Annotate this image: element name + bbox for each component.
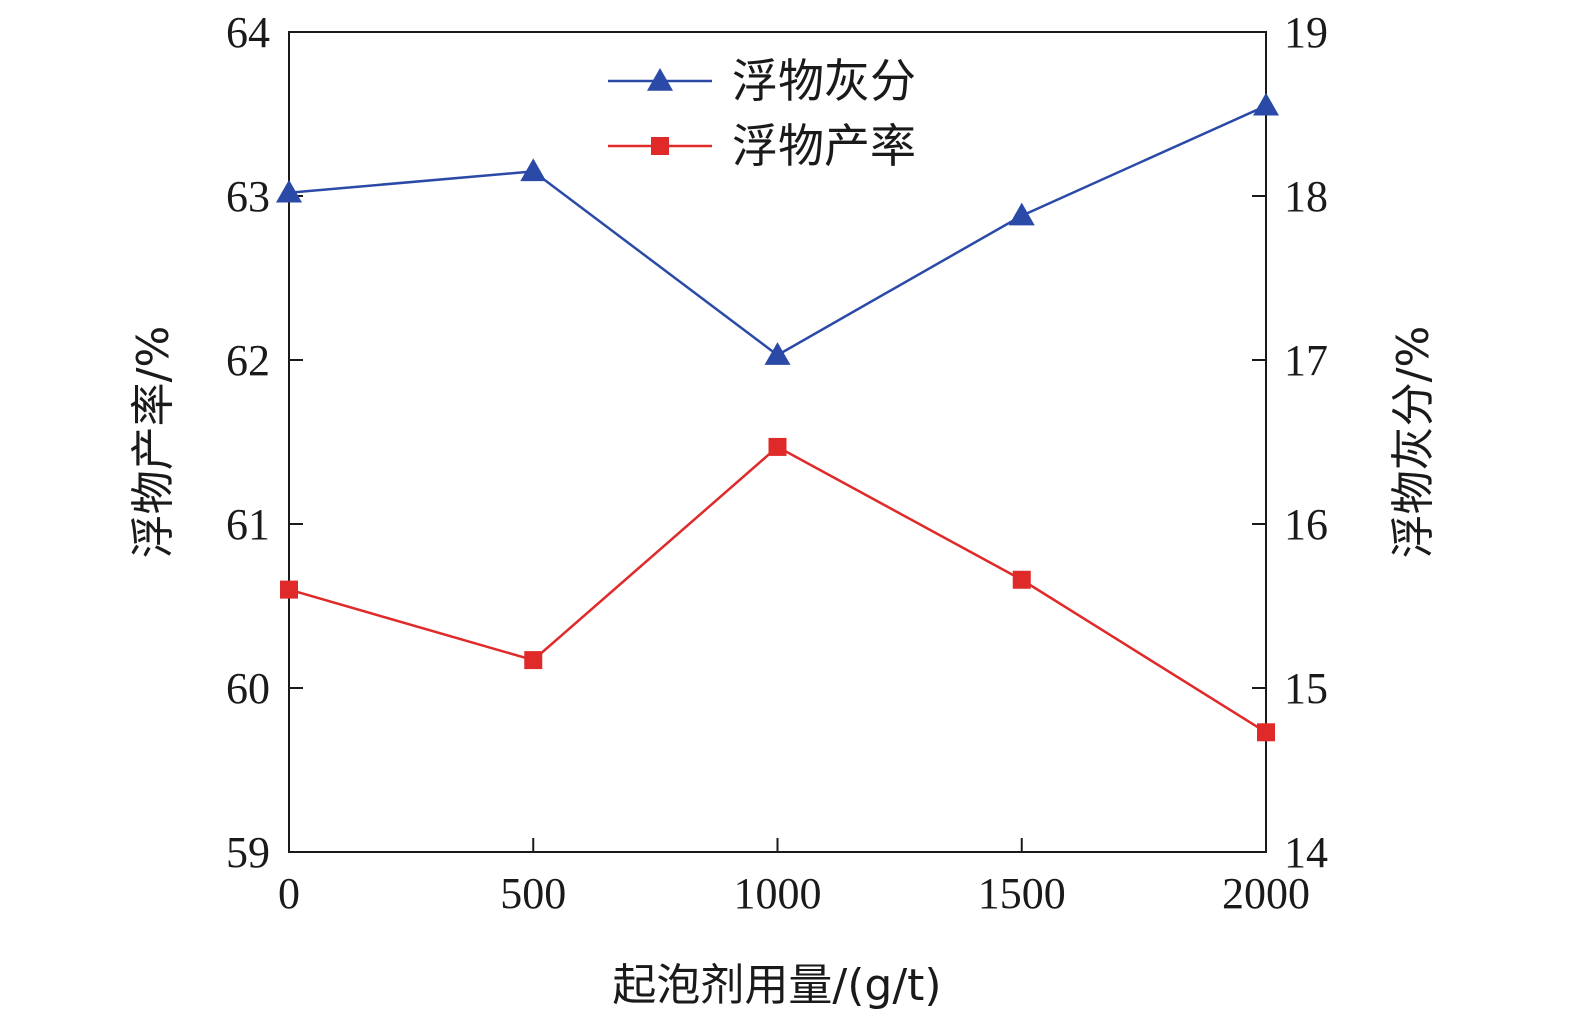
right-y-tick-label: 15 xyxy=(1284,664,1328,713)
left-y-tick-label: 64 xyxy=(226,8,270,57)
legend-marker-yield xyxy=(651,137,669,155)
series-layer xyxy=(276,92,1279,742)
left-y-tick-label: 60 xyxy=(226,664,270,713)
series-point-yield xyxy=(280,580,298,599)
x-tick-label: 1500 xyxy=(978,869,1066,918)
right-y-tick-label: 18 xyxy=(1284,172,1328,221)
legend-marker-ash xyxy=(647,68,673,91)
left-y-tick-label: 59 xyxy=(226,828,270,877)
left-y-tick-label: 61 xyxy=(226,500,270,549)
right-y-tick-label: 16 xyxy=(1284,500,1328,549)
right-y-tick-label: 14 xyxy=(1284,828,1328,877)
x-tick-label: 1000 xyxy=(734,869,822,918)
series-point-ash xyxy=(764,342,791,365)
right-y-tick-label: 17 xyxy=(1284,336,1328,385)
left-y-tick-label: 63 xyxy=(226,172,270,221)
series-point-yield xyxy=(1012,570,1031,589)
series-line-1 xyxy=(288,445,1267,734)
legend-label-yield: 浮物产率 xyxy=(732,119,916,173)
x-axis-title: 起泡剂用量/(g/t) xyxy=(612,960,941,1011)
series-point-ash xyxy=(276,179,302,203)
x-tick-label: 2000 xyxy=(1222,869,1310,918)
series-point-yield xyxy=(768,437,787,456)
right-y-axis-title: 浮物灰分/% xyxy=(1388,326,1439,559)
series-point-ash xyxy=(1253,92,1279,116)
series-point-ash xyxy=(520,158,547,182)
x-axis: 0 500 1000 1500 2000 xyxy=(278,838,1310,918)
right-y-tick-label: 19 xyxy=(1284,8,1328,57)
x-tick-label: 0 xyxy=(278,869,300,918)
series-point-yield xyxy=(1257,723,1275,742)
x-tick-label: 500 xyxy=(500,869,566,918)
left-y-axis-title: 浮物产率/% xyxy=(128,326,179,559)
legend-label-ash: 浮物灰分 xyxy=(732,54,916,108)
series-point-ash xyxy=(1008,202,1035,226)
legend: 浮物灰分 浮物产率 xyxy=(608,54,916,173)
left-y-tick-label: 62 xyxy=(226,336,270,385)
left-y-axis: 59 60 61 62 63 64 xyxy=(226,8,303,877)
right-y-axis: 14 15 16 17 18 19 xyxy=(1252,8,1328,877)
series-point-yield xyxy=(524,651,543,670)
